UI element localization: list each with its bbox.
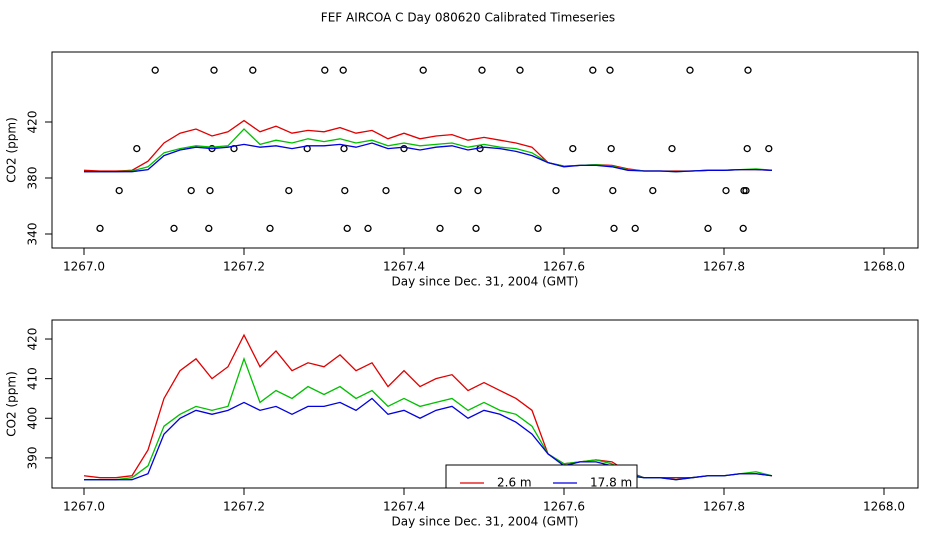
point [722, 186, 730, 195]
point [704, 224, 712, 233]
point [206, 186, 214, 195]
x-axis-label: Day since Dec. 31, 2004 (GMT) [392, 275, 579, 289]
point [341, 186, 349, 195]
x-tick-label: 1268.0 [863, 260, 905, 274]
point [569, 144, 577, 153]
plot-area [83, 333, 773, 481]
point [205, 224, 213, 233]
point [187, 186, 195, 195]
series-line [84, 397, 773, 481]
point [266, 224, 274, 233]
x-tick-label: 1267.4 [383, 500, 425, 514]
point [649, 186, 657, 195]
point [382, 186, 390, 195]
x-tick-label: 1267.6 [543, 500, 585, 514]
point [606, 66, 614, 74]
point [609, 186, 617, 195]
plot-area [83, 66, 773, 233]
series-line [84, 142, 773, 173]
point [436, 224, 444, 233]
y-axis-label: CO2 (ppm) [5, 117, 19, 183]
x-tick-label: 1267.0 [63, 500, 105, 514]
point [474, 186, 482, 195]
plot-frame [51, 51, 919, 249]
point [454, 186, 462, 195]
chart-title: FEF AIRCOA C Day 080620 Calibrated Times… [321, 11, 615, 25]
x-tick-label: 1267.8 [703, 500, 745, 514]
point [170, 224, 178, 233]
x-tick-label: 1267.2 [223, 500, 265, 514]
y-tick-label: 390 [26, 446, 40, 469]
point [686, 66, 694, 74]
plot-frame [51, 319, 919, 489]
point [96, 224, 104, 233]
point [631, 224, 639, 233]
point [321, 66, 329, 74]
y-tick-label: 400 [26, 407, 40, 430]
point [765, 144, 773, 153]
x-tick-label: 1267.6 [543, 260, 585, 274]
legend: 2.6 m 17.8 m [445, 464, 638, 490]
point [249, 66, 257, 74]
point [151, 66, 159, 74]
point [534, 224, 542, 233]
point [419, 66, 427, 74]
point [472, 224, 480, 233]
point [516, 66, 524, 74]
point [552, 186, 560, 195]
point [364, 224, 372, 233]
point [668, 144, 676, 153]
point [339, 66, 347, 74]
point [285, 186, 293, 195]
point [610, 224, 618, 233]
y-tick-label: 420 [26, 111, 40, 134]
point [343, 224, 351, 233]
point [478, 66, 486, 74]
x-tick-label: 1267.0 [63, 260, 105, 274]
point [400, 144, 408, 153]
x-tick-label: 1267.4 [383, 260, 425, 274]
legend-box [445, 464, 638, 488]
point [133, 144, 141, 153]
y-tick-label: 410 [26, 367, 40, 390]
point [115, 186, 123, 195]
point [739, 224, 747, 233]
y-axis-label: CO2 (ppm) [5, 371, 19, 437]
x-tick-label: 1268.0 [863, 500, 905, 514]
y-tick-label: 380 [26, 167, 40, 190]
point [744, 66, 752, 74]
point [742, 186, 750, 195]
x-tick-label: 1267.2 [223, 260, 265, 274]
x-tick-label: 1267.8 [703, 260, 745, 274]
legend-label: 17.8 m [590, 476, 632, 490]
y-tick-label: 420 [26, 328, 40, 351]
point [607, 144, 615, 153]
point [743, 144, 751, 153]
point [589, 66, 597, 74]
point [210, 66, 218, 74]
x-axis-label: Day since Dec. 31, 2004 (GMT) [392, 515, 579, 529]
y-tick-label: 340 [26, 223, 40, 246]
legend-label: 2.6 m [497, 476, 532, 490]
